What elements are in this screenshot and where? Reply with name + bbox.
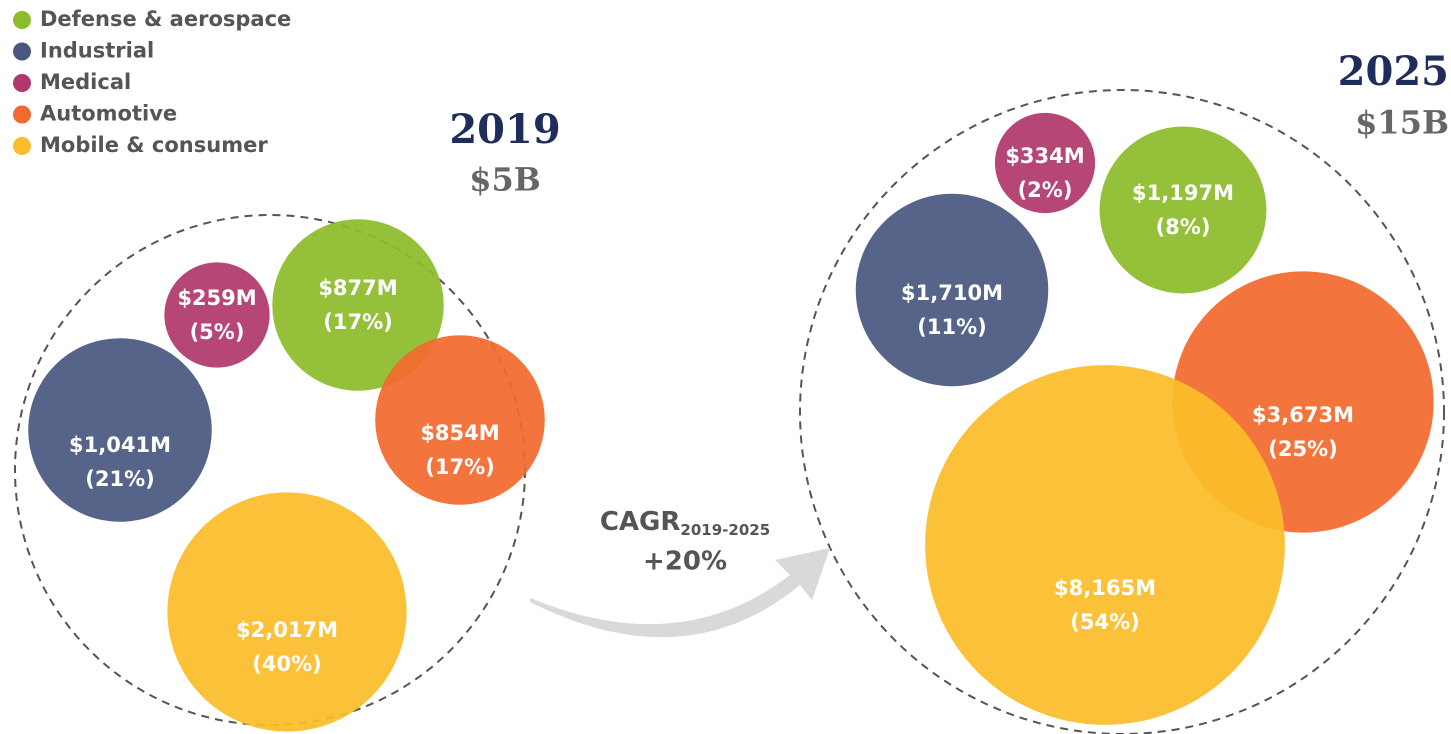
bubble	[167, 492, 406, 731]
share-label: (17%)	[425, 455, 494, 479]
value-label: $8,165M	[1054, 576, 1156, 600]
share-label: (2%)	[1018, 178, 1073, 202]
bubble	[925, 365, 1285, 725]
cagr-text: CAGR	[600, 507, 681, 537]
value-label: $877M	[318, 276, 397, 300]
legend-swatch	[13, 106, 31, 124]
value-label: $1,710M	[901, 281, 1003, 305]
legend-swatch	[13, 11, 31, 29]
legend-swatch	[13, 137, 31, 155]
share-label: (21%)	[85, 467, 154, 491]
chart-title: 2019	[449, 106, 560, 153]
value-label: $334M	[1005, 144, 1084, 168]
chart-subtitle: $5B	[469, 161, 541, 199]
legend-swatch	[13, 74, 31, 92]
legend-label: Medical	[40, 70, 131, 94]
legend-label: Industrial	[40, 39, 154, 63]
value-label: $3,673M	[1252, 403, 1354, 427]
share-label: (17%)	[323, 310, 392, 334]
chart-title: 2025	[1338, 48, 1449, 95]
bubble	[164, 262, 269, 367]
share-label: (11%)	[917, 315, 986, 339]
bubble	[28, 338, 212, 522]
legend-label: Defense & aerospace	[40, 7, 291, 31]
share-label: (54%)	[1070, 610, 1139, 634]
share-label: (8%)	[1156, 215, 1211, 239]
value-label: $854M	[420, 421, 499, 445]
bubble	[1100, 127, 1267, 294]
value-label: $1,041M	[69, 433, 171, 457]
value-label: $259M	[177, 286, 256, 310]
cagr-subscript: 2019-2025	[680, 521, 770, 539]
value-label: $1,197M	[1132, 181, 1234, 205]
chart-subtitle: $15B	[1355, 104, 1449, 142]
legend-label: Automotive	[40, 102, 177, 126]
cagr-label: CAGR2019-2025	[600, 507, 770, 539]
bubble	[375, 335, 545, 505]
legend-swatch	[13, 43, 31, 61]
share-label: (5%)	[190, 320, 245, 344]
legend-label: Mobile & consumer	[40, 133, 268, 157]
cagr-value: +20%	[643, 547, 727, 577]
share-label: (25%)	[1268, 437, 1337, 461]
chart: CAGR2019-2025 +20% 2019 $5B 2025 $15B De…	[0, 0, 1451, 734]
share-label: (40%)	[252, 652, 321, 676]
value-label: $2,017M	[236, 618, 338, 642]
